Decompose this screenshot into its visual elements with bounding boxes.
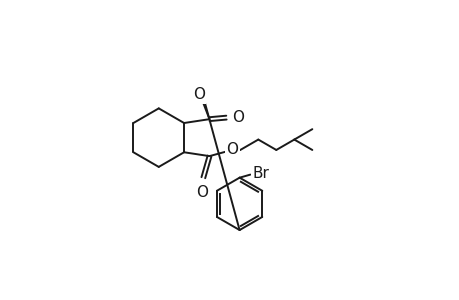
Text: Br: Br bbox=[252, 166, 269, 181]
Text: O: O bbox=[192, 87, 204, 102]
Text: O: O bbox=[232, 110, 244, 125]
Text: O: O bbox=[196, 185, 207, 200]
Text: O: O bbox=[226, 142, 238, 158]
